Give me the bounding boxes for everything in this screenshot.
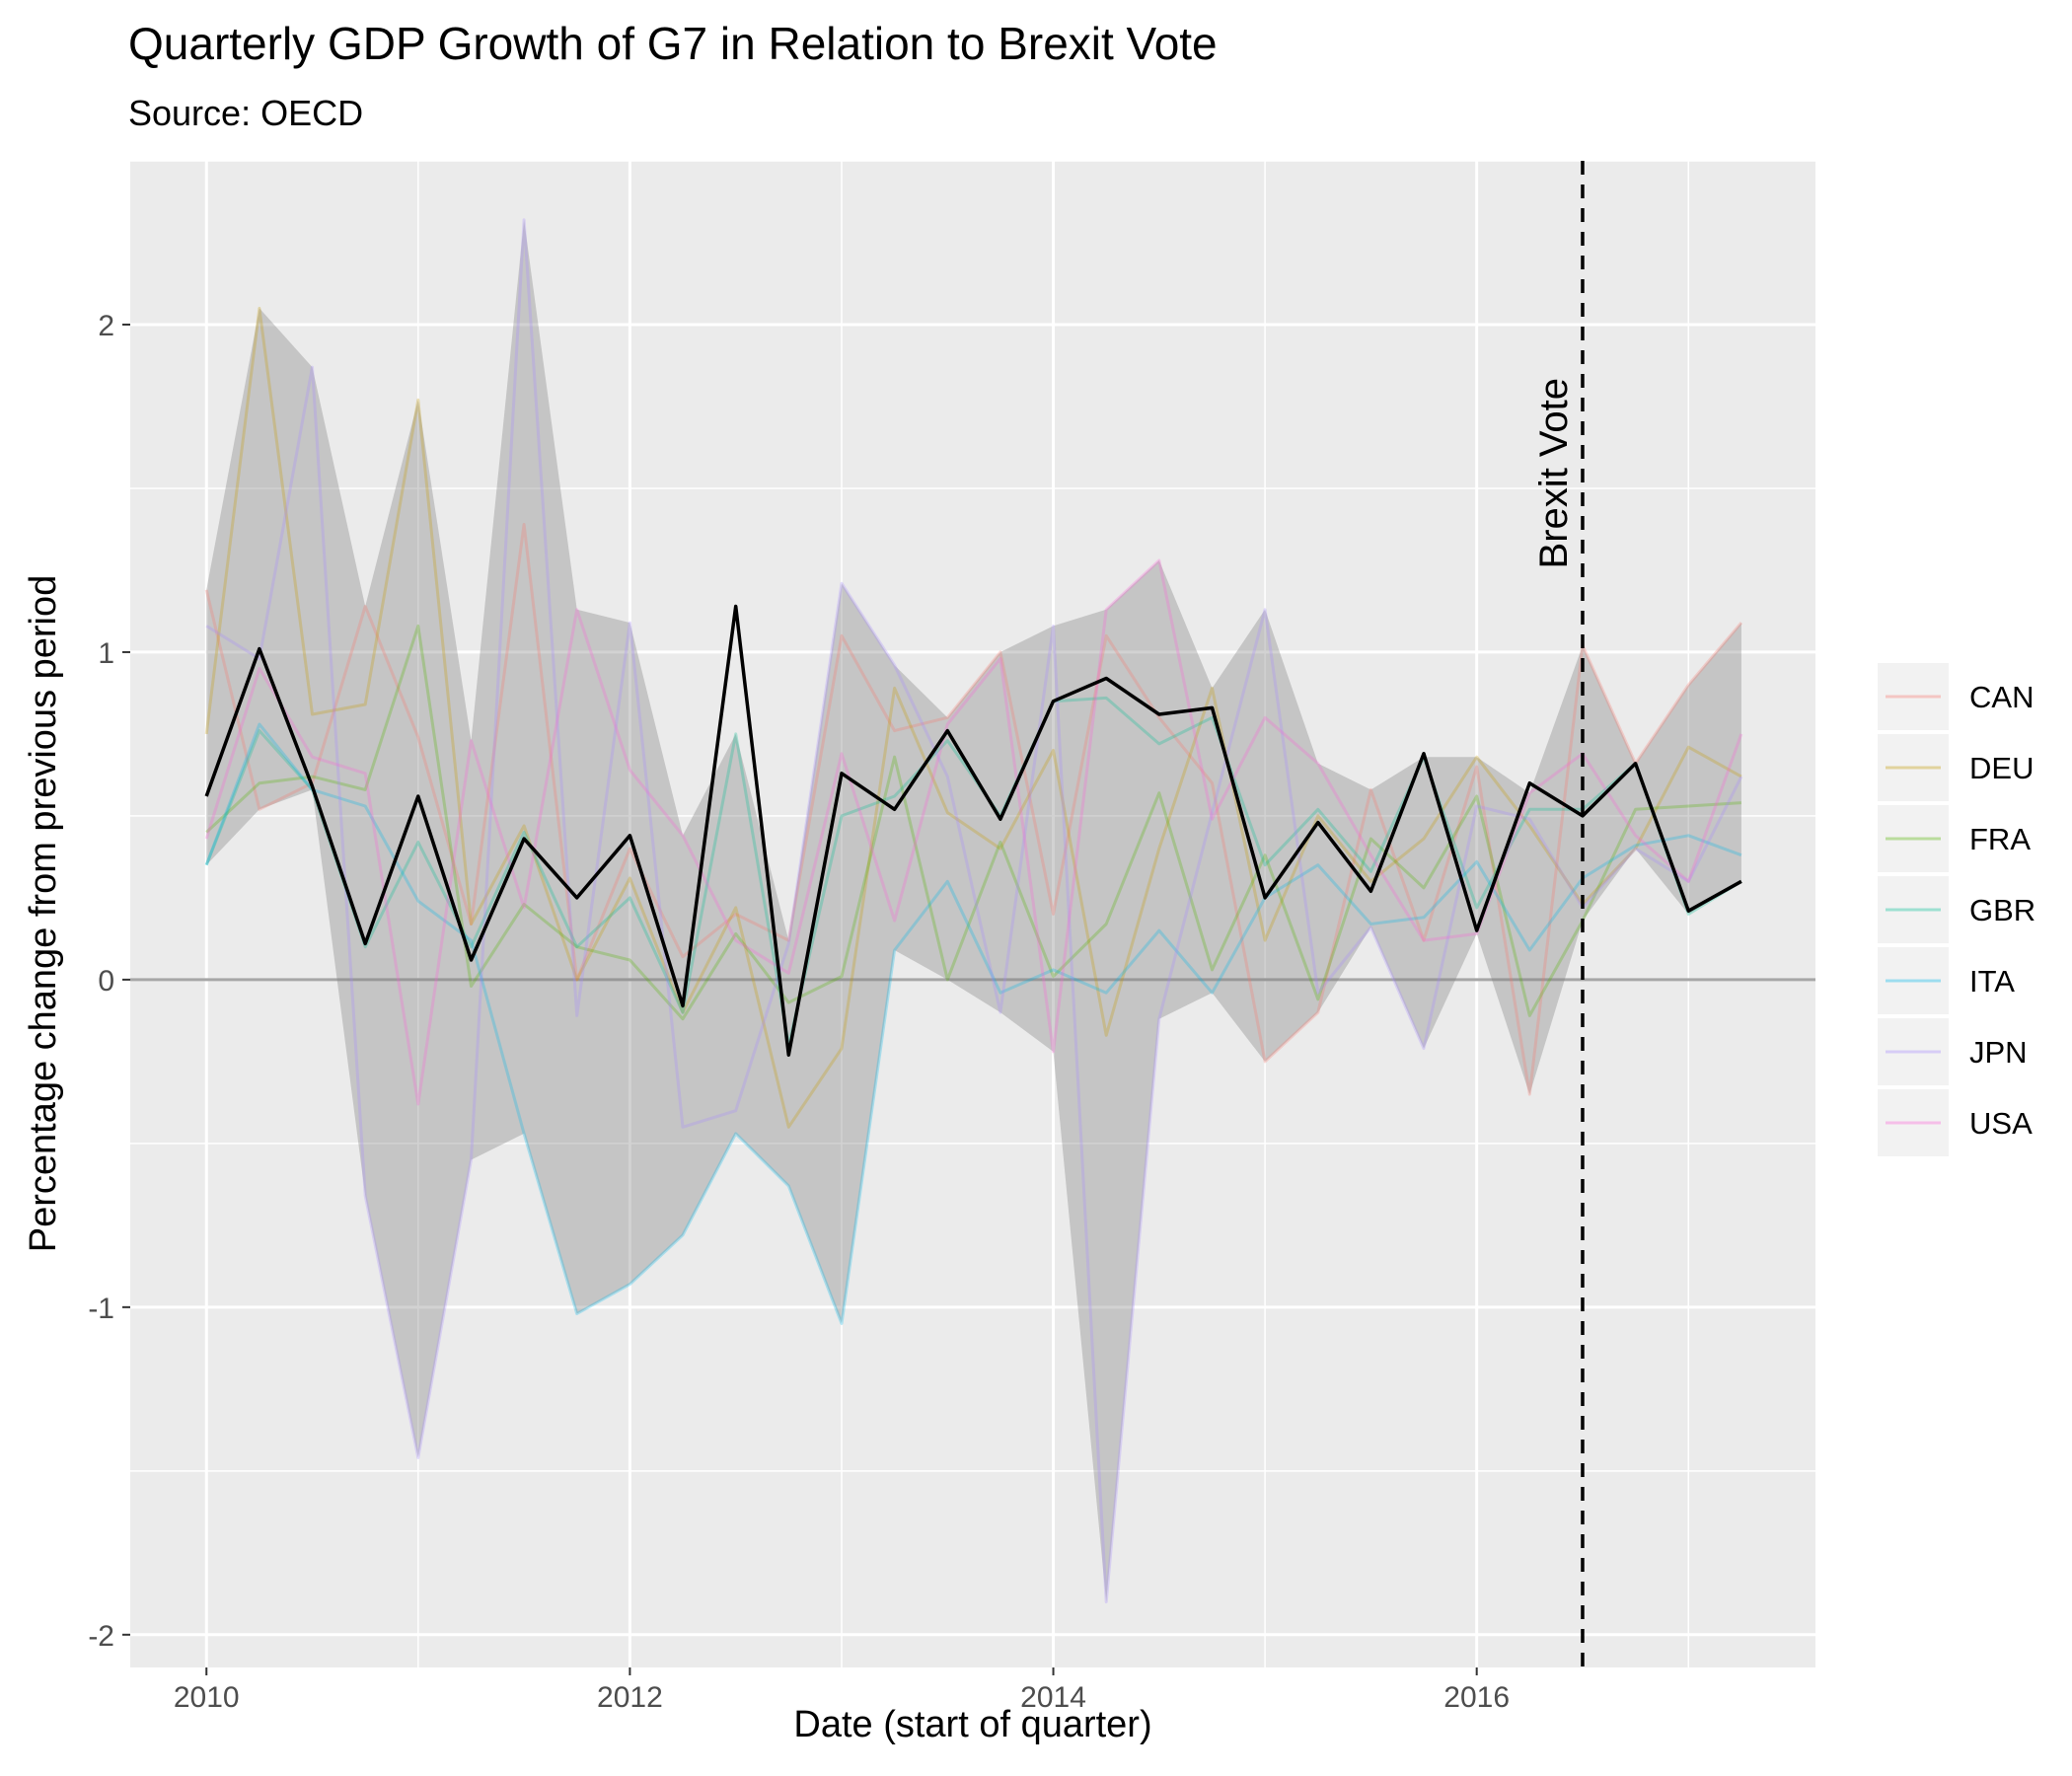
annotations: Brexit Vote: [1532, 161, 1585, 1667]
y-tick-label: -1: [88, 1293, 114, 1325]
x-axis-label: Date (start of quarter): [793, 1704, 1151, 1745]
plot-panel: [130, 161, 1815, 1667]
x-tick-label: 2016: [1443, 1681, 1510, 1714]
legend-label: DEU: [1969, 751, 2034, 785]
series-line-jpn: [205, 218, 1743, 1604]
legend-label: ITA: [1969, 964, 2015, 999]
legend-key: [1878, 734, 1949, 801]
y-tick-label: 2: [98, 310, 114, 342]
x-tick-label: 2014: [1020, 1681, 1086, 1714]
series-line-can: [204, 523, 1743, 1096]
legend-key: [1878, 876, 1949, 943]
series-line-main: [204, 604, 1742, 1057]
legend-key: [1878, 1018, 1949, 1085]
minor-gridlines: [130, 160, 1815, 1667]
y-axis-ticks: -2 -1 0 1 2: [88, 310, 130, 1653]
y-tick-label: 0: [98, 965, 114, 998]
y-tick-label: -2: [88, 1620, 114, 1653]
legend-key: [1878, 947, 1949, 1014]
chart-title: Quarterly GDP Growth of G7 in Relation t…: [128, 18, 1218, 69]
x-axis-ticks: 2010 2012 2014 2016: [174, 1667, 1510, 1714]
y-axis-label: Percentage change from previous period: [23, 575, 64, 1253]
legend-label: USA: [1969, 1106, 2033, 1141]
x-tick-label: 2010: [174, 1681, 240, 1714]
series-line-deu: [204, 306, 1742, 1129]
legend-label: GBR: [1969, 893, 2035, 927]
range-band: [206, 219, 1741, 1602]
y-tick-label: 1: [98, 637, 114, 670]
legend: CAN DEU FRA GBR ITA JPN USA: [1878, 663, 2035, 1156]
series-line-fra: [205, 624, 1741, 1021]
legend-label: CAN: [1969, 680, 2034, 714]
series-lines: [204, 218, 1743, 1604]
legend-key: [1878, 805, 1949, 872]
legend-label: FRA: [1969, 822, 2031, 856]
brexit-vote-label: Brexit Vote: [1532, 378, 1576, 568]
legend-key: [1878, 663, 1949, 730]
legend-key: [1878, 1089, 1949, 1156]
legend-label: JPN: [1969, 1035, 2028, 1070]
chart-subtitle: Source: OECD: [128, 93, 363, 133]
x-tick-label: 2012: [597, 1681, 663, 1714]
